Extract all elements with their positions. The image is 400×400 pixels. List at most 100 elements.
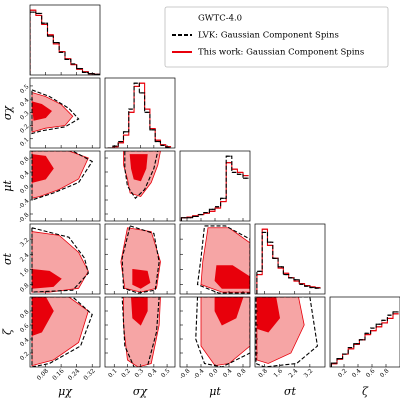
legend-box — [164, 6, 389, 68]
contour-50 — [31, 101, 52, 121]
contour-lvk — [124, 151, 159, 200]
panel — [107, 82, 172, 148]
x-tick-label: 0.3 — [133, 367, 145, 379]
x-tick-label: 0.8 — [236, 367, 248, 379]
y-tick-label: 0.2 — [19, 350, 31, 362]
panel — [31, 89, 80, 135]
panel — [30, 9, 100, 75]
panel-frame — [104, 223, 176, 295]
contour-50 — [214, 297, 244, 326]
hist-step — [256, 228, 321, 294]
y-tick-label: 0.5 — [19, 83, 31, 95]
contour-lvk — [31, 227, 89, 293]
x-tick-label: 0.6 — [365, 367, 377, 379]
x-tick-label: 2.4 — [288, 367, 300, 379]
x-tick-label: 0.16 — [51, 367, 66, 382]
y-tick-label: 0.1 — [19, 136, 31, 148]
panel-frame — [29, 296, 101, 368]
panel-frame — [29, 223, 101, 295]
x-tick-label: 0.4 — [351, 367, 363, 379]
contour-50 — [214, 265, 250, 289]
y-axis-label: ζ — [1, 328, 14, 335]
contour-50 — [132, 268, 151, 289]
y-tick-label: 0.2 — [19, 123, 31, 135]
y-axis-label: σt — [1, 252, 14, 265]
x-tick-label: 0.32 — [82, 367, 97, 382]
x-axis-label: σχ — [133, 385, 149, 398]
y-tick-label: -0.8 — [17, 211, 30, 224]
panel — [196, 225, 250, 294]
x-tick-label: 0.2 — [337, 367, 349, 379]
x-tick-label: 0.0 — [208, 367, 220, 379]
y-tick-label: 0.3 — [19, 110, 31, 122]
y-tick-label: 0.8 — [19, 308, 31, 320]
y-tick-label: 3.2 — [19, 237, 31, 249]
y-tick-label: 0.0 — [19, 183, 31, 195]
panel — [31, 227, 89, 293]
y-tick-label: -0.4 — [17, 197, 30, 210]
y-tick-label: 0.4 — [19, 169, 31, 181]
panel — [121, 297, 161, 367]
y-tick-label: 1.6 — [19, 267, 31, 279]
x-tick-label: 0.5 — [160, 367, 172, 379]
panel-frame — [329, 296, 400, 368]
y-tick-label: 0.4 — [19, 336, 31, 348]
contour-50 — [256, 297, 281, 333]
hist-step — [180, 155, 249, 221]
panel — [120, 225, 161, 294]
hist-step — [107, 82, 172, 148]
panel-frame — [29, 4, 101, 76]
hist-step — [330, 311, 399, 367]
x-tick-label: 1.6 — [272, 367, 284, 379]
y-tick-label: 0.8 — [19, 282, 31, 294]
x-tick-label: 0.4 — [147, 367, 159, 379]
contour-50 — [31, 154, 54, 184]
panel — [31, 151, 94, 201]
y-tick-label: 2.4 — [19, 252, 31, 264]
panel — [255, 297, 319, 367]
x-tick-label: 0.2 — [120, 367, 132, 379]
contour-lvk — [31, 151, 94, 201]
x-tick-label: -0.8 — [178, 367, 191, 380]
contour-50 — [129, 154, 148, 182]
contour-90 — [31, 91, 74, 133]
panel — [330, 311, 399, 367]
x-axis-label: μt — [209, 385, 221, 398]
panel-frame — [254, 296, 326, 368]
panel — [195, 297, 250, 367]
panel-frame — [254, 223, 326, 295]
panel-frame — [104, 77, 176, 149]
panel — [123, 151, 161, 200]
x-tick-label: 0.1 — [107, 368, 119, 380]
x-tick-label: 0.8 — [257, 367, 269, 379]
hist-step — [30, 9, 100, 75]
x-axis-label: σt — [284, 385, 297, 398]
x-tick-label: 0.24 — [67, 367, 82, 382]
y-tick-label: 0.4 — [19, 97, 31, 109]
y-axis-label: σχ — [1, 105, 14, 121]
panel — [31, 297, 93, 367]
contour-lvk — [196, 225, 250, 294]
contour-90 — [120, 227, 161, 293]
contour-lvk — [31, 89, 80, 135]
x-axis-label: ζ — [362, 385, 369, 398]
panel-frame — [29, 150, 101, 222]
hist-step — [30, 11, 100, 75]
panel-frame — [104, 296, 176, 368]
hist-step — [180, 162, 249, 221]
x-tick-label: 0.8 — [379, 367, 391, 379]
x-axis-label: μχ — [58, 385, 73, 398]
contour-lvk — [121, 297, 160, 367]
panel-frame — [104, 150, 176, 222]
x-tick-label: -0.4 — [192, 367, 205, 380]
y-axis-label: μt — [1, 180, 14, 192]
x-tick-label: 0.08 — [36, 367, 51, 382]
legend-label: LVK: Gaussian Component Spins — [198, 31, 339, 41]
panel — [256, 228, 321, 294]
panel — [180, 155, 249, 221]
x-tick-label: 3.2 — [303, 367, 315, 379]
legend-label: This work: Gaussian Component Spins — [198, 48, 364, 58]
contour-50 — [131, 297, 148, 326]
legend-title: GWTC-4.0 — [198, 14, 242, 24]
